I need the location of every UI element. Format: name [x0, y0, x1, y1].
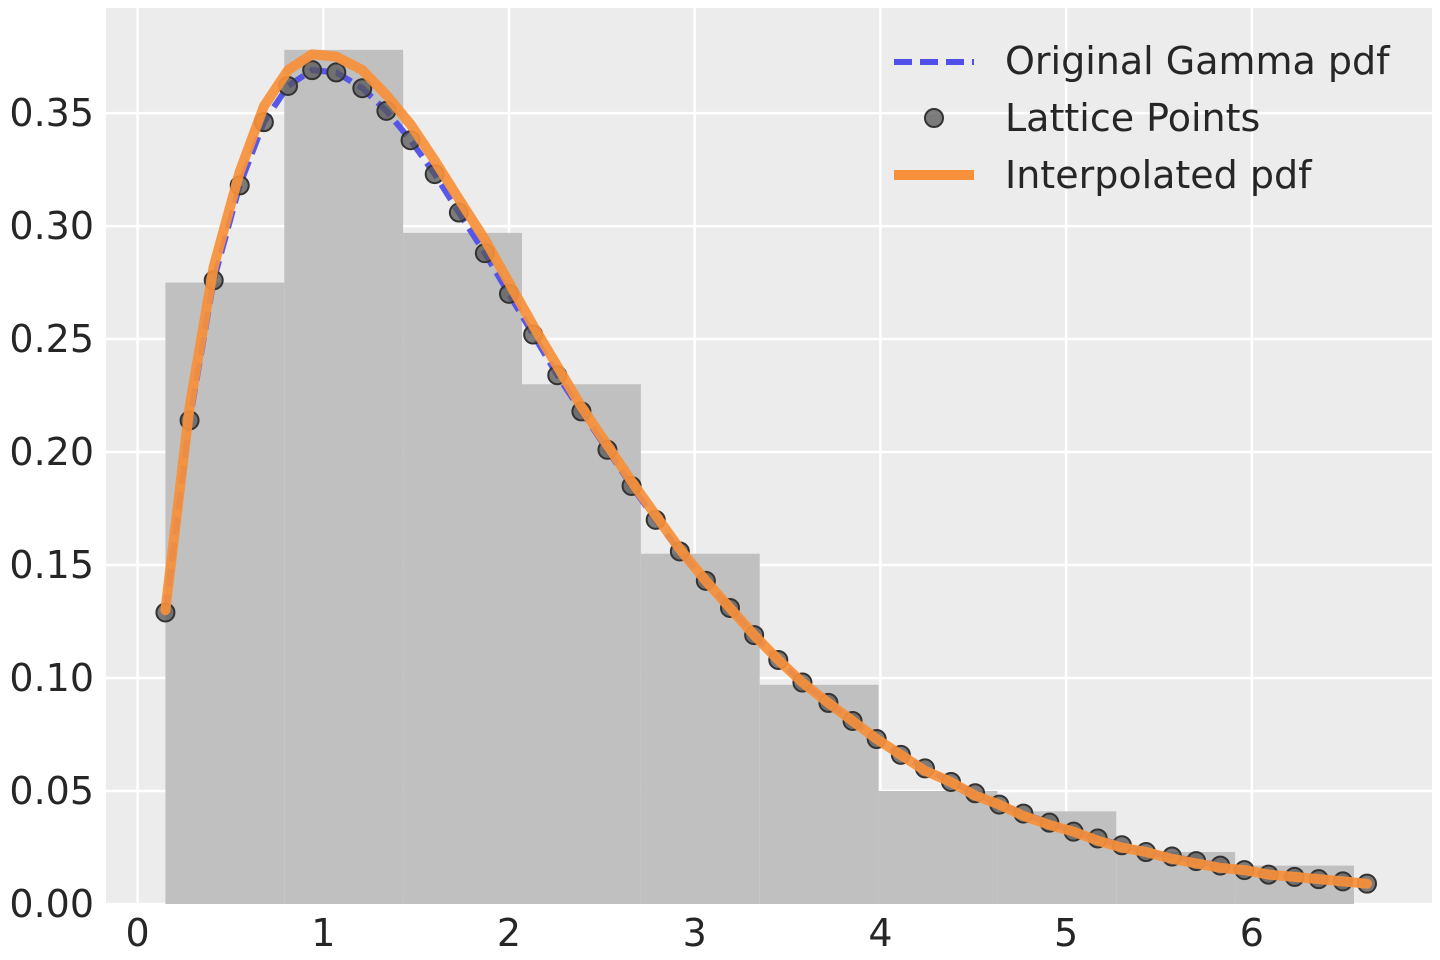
y-tick-label: 0.00	[9, 882, 94, 926]
histogram	[165, 49, 1354, 905]
histogram-bar	[284, 49, 404, 905]
x-tick-label: 0	[125, 911, 149, 955]
legend-label-lattice: Lattice Points	[1005, 96, 1260, 140]
x-tick-label: 5	[1054, 911, 1078, 955]
y-tick-label: 0.30	[9, 204, 94, 248]
legend-swatch-lattice	[924, 108, 944, 128]
legend-label-gamma: Original Gamma pdf	[1005, 39, 1391, 83]
legend-label-interpolated: Interpolated pdf	[1005, 153, 1313, 197]
y-tick-label: 0.15	[9, 543, 94, 587]
series-layer	[155, 49, 1377, 894]
axis-ticks: 0 1 2 3 4 5 6 0.00 0.05 0.10 0.15 0.20 0.25 0.30 0.35	[9, 91, 1264, 955]
lattice-point	[326, 62, 347, 83]
histogram-bar	[165, 282, 285, 905]
lattice-point	[302, 60, 323, 81]
y-tick-label: 0.10	[9, 656, 94, 700]
x-tick-label: 4	[868, 911, 892, 955]
histogram-bar	[403, 232, 522, 904]
x-tick-label: 2	[497, 911, 521, 955]
y-tick-label: 0.35	[9, 91, 94, 135]
y-tick-label: 0.20	[9, 430, 94, 474]
x-tick-label: 6	[1240, 911, 1264, 955]
x-tick-label: 1	[311, 911, 335, 955]
histogram-bar	[640, 553, 760, 904]
x-tick-label: 3	[683, 911, 707, 955]
histogram-bar	[878, 791, 998, 904]
y-tick-label: 0.05	[9, 769, 94, 813]
lattice-point	[352, 78, 373, 99]
y-tick-label: 0.25	[9, 317, 94, 361]
series-line-interpolated-pdf	[160, 49, 1372, 889]
legend: Original Gamma pdf Lattice Points Interp…	[894, 39, 1391, 197]
